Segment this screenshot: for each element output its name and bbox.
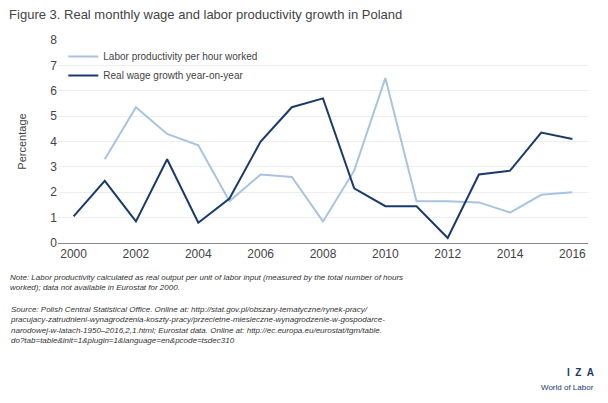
svg-text:2: 2: [50, 185, 57, 199]
svg-text:2014: 2014: [497, 247, 524, 261]
svg-text:World of Labor: World of Labor: [541, 383, 594, 392]
svg-text:3: 3: [50, 160, 57, 174]
svg-text:2000: 2000: [60, 247, 87, 261]
svg-text:8: 8: [50, 33, 57, 47]
svg-text:2006: 2006: [247, 247, 274, 261]
svg-text:2002: 2002: [123, 247, 150, 261]
svg-text:6: 6: [50, 84, 57, 98]
svg-text:2004: 2004: [185, 247, 212, 261]
svg-text:2012: 2012: [434, 247, 461, 261]
svg-text:7: 7: [50, 59, 57, 73]
svg-text:Percentage: Percentage: [16, 113, 28, 169]
svg-text:Real wage growth year-on-year: Real wage growth year-on-year: [103, 70, 243, 81]
svg-text:Figure 3. Real monthly wage an: Figure 3. Real monthly wage and labor pr…: [9, 7, 402, 22]
svg-text:1: 1: [50, 211, 57, 225]
svg-text:Note: Labor productivity calcu: Note: Labor productivity calculated as r…: [10, 273, 403, 292]
svg-text:5: 5: [50, 109, 57, 123]
svg-text:I Z A: I Z A: [567, 367, 594, 378]
svg-text:Labor productivity per hour wo: Labor productivity per hour worked: [103, 51, 257, 62]
svg-text:2016: 2016: [559, 247, 586, 261]
svg-text:Source: Polish Central Statist: Source: Polish Central Statistical Offic…: [10, 305, 385, 345]
svg-text:0: 0: [50, 236, 57, 250]
svg-text:4: 4: [50, 135, 57, 149]
svg-text:2010: 2010: [372, 247, 399, 261]
svg-text:2008: 2008: [310, 247, 337, 261]
